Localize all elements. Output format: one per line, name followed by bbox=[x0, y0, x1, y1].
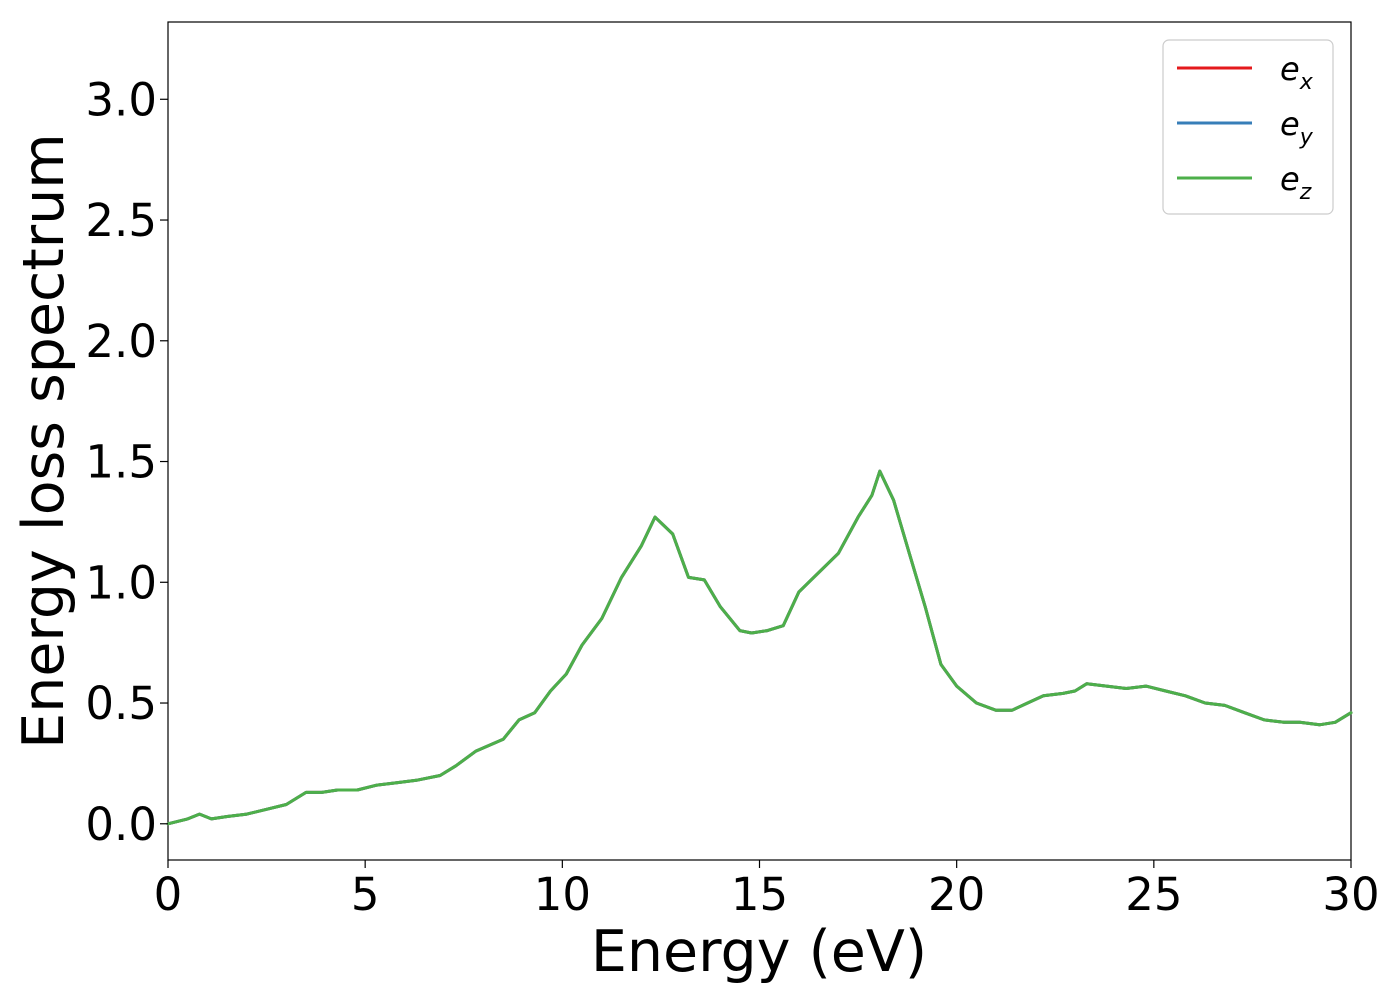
y-tick-label: 0.0 bbox=[85, 798, 157, 851]
x-tick-label: 5 bbox=[351, 868, 380, 921]
y-tick-label: 0.5 bbox=[85, 677, 157, 730]
y-axis-ticks: 0.0 0.5 1.0 1.5 2.0 2.5 3.0 bbox=[85, 73, 168, 851]
x-axis-label: Energy (eV) bbox=[591, 919, 927, 985]
legend-label-x: ex bbox=[1280, 50, 1314, 95]
x-tick-label: 10 bbox=[534, 868, 591, 921]
x-tick-label: 15 bbox=[731, 868, 788, 921]
legend: ex ey ez bbox=[1162, 39, 1334, 215]
legend-label-y: ey bbox=[1280, 105, 1314, 150]
x-axis-ticks: 0 5 10 15 20 25 30 bbox=[154, 860, 1380, 921]
y-tick-label: 2.0 bbox=[85, 315, 157, 368]
plot-area bbox=[167, 21, 1352, 861]
series-layer bbox=[166, 469, 1353, 826]
plot-frame bbox=[167, 21, 1352, 861]
y-tick-label: 1.5 bbox=[85, 436, 157, 489]
x-tick-label: 30 bbox=[1322, 868, 1379, 921]
x-tick-label: 20 bbox=[928, 868, 985, 921]
y-axis-label: Energy loss spectrum bbox=[11, 133, 77, 749]
legend-label-z: ez bbox=[1280, 160, 1312, 205]
y-tick-label: 3.0 bbox=[85, 73, 157, 126]
series-line-z bbox=[166, 469, 1353, 826]
y-tick-label: 1.0 bbox=[85, 556, 157, 609]
x-tick-label: 25 bbox=[1125, 868, 1182, 921]
legend-frame bbox=[1162, 39, 1334, 215]
y-tick-label: 2.5 bbox=[85, 194, 157, 247]
x-tick-label: 0 bbox=[154, 868, 183, 921]
